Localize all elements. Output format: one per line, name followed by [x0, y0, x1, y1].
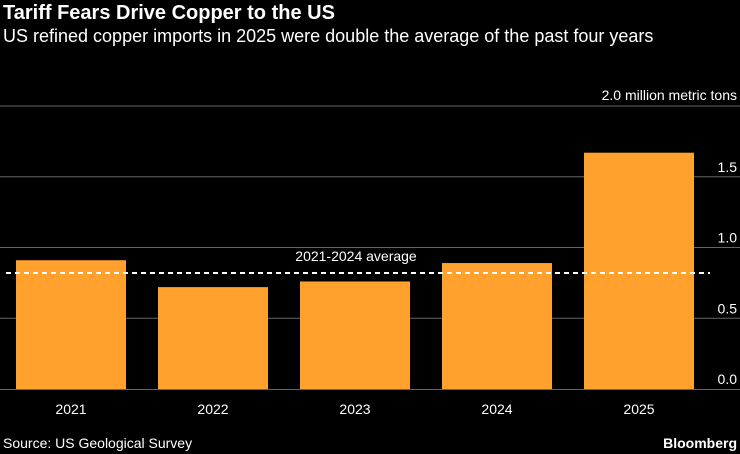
x-tick-label: 2021 — [55, 401, 86, 417]
x-tick-label: 2024 — [481, 401, 512, 417]
x-tick-label: 2025 — [623, 401, 654, 417]
bar-2024 — [442, 263, 552, 389]
y-tick-label: 1.5 — [718, 159, 738, 175]
bar-2021 — [16, 260, 126, 389]
average-reference-label: 2021-2024 average — [295, 248, 417, 264]
source-note: Source: US Geological Survey — [3, 435, 193, 451]
chart-subtitle: US refined copper imports in 2025 were d… — [3, 26, 654, 46]
y-tick-label: 0.5 — [718, 300, 738, 316]
x-tick-label: 2023 — [339, 401, 370, 417]
bars — [16, 152, 694, 389]
bar-2023 — [300, 281, 410, 389]
y-tick-label: 1.0 — [718, 230, 738, 246]
x-tick-label: 2022 — [197, 401, 228, 417]
chart-title: Tariff Fears Drive Copper to the US — [3, 2, 335, 24]
bar-2025 — [584, 152, 694, 389]
bar-2022 — [158, 287, 268, 389]
y-tick-label: 2.0 million metric tons — [602, 87, 737, 103]
y-tick-label: 0.0 — [718, 371, 738, 387]
reference-line-group: 2021-2024 average — [6, 248, 710, 274]
x-axis-tick-labels: 2021 2022 2023 2024 2025 — [55, 401, 654, 417]
y-axis-tick-labels: 0.0 0.5 1.0 1.5 2.0 million metric tons — [602, 87, 738, 387]
bloomberg-logo: Bloomberg — [663, 435, 737, 451]
